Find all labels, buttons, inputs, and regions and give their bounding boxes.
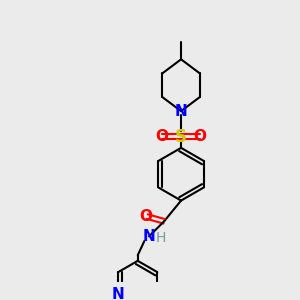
Text: H: H [155,231,166,245]
Text: O: O [194,129,206,144]
Text: O: O [156,129,169,144]
Text: N: N [112,287,124,300]
Text: S: S [175,128,187,146]
Text: N: N [175,103,188,118]
Text: N: N [143,229,155,244]
Text: O: O [140,209,153,224]
